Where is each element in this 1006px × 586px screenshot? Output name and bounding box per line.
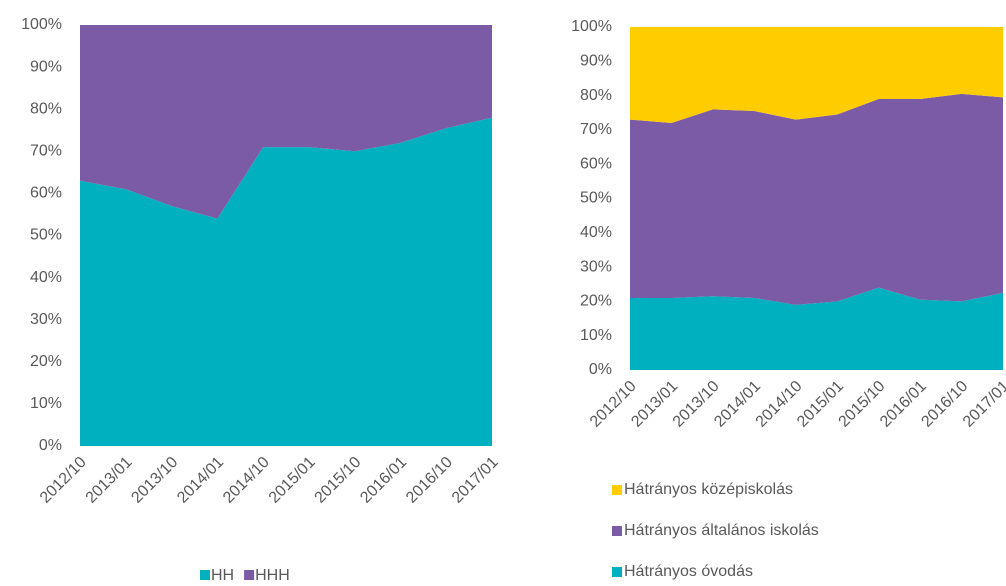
x-tick-label: 2017/01	[449, 454, 502, 507]
legend-label: HH	[211, 567, 234, 584]
x-tick-label: 2012/10	[37, 454, 90, 507]
x-tick-label: 2014/10	[220, 454, 273, 507]
y-tick-label: 50%	[580, 190, 612, 207]
legend-swatch	[244, 570, 255, 580]
y-tick-label: 60%	[580, 155, 612, 172]
legend-label: HHH	[255, 567, 290, 584]
legend-swatch	[612, 526, 622, 536]
y-tick-label: 20%	[580, 293, 612, 310]
y-tick-label: 90%	[30, 58, 62, 75]
y-tick-label: 10%	[30, 395, 62, 412]
legend-swatch	[200, 570, 210, 580]
area	[80, 25, 492, 219]
y-tick-label: 70%	[30, 143, 62, 160]
y-tick-label: 10%	[580, 327, 612, 344]
x-tick-label: 2013/01	[83, 454, 136, 507]
y-tick-label: 20%	[30, 353, 62, 370]
area	[630, 27, 1003, 124]
legend-swatch	[612, 485, 622, 495]
x-tick-label: 2014/01	[174, 454, 227, 507]
x-tick-label: 2016/10	[403, 454, 456, 507]
legend-label: Hátrányos óvodás	[624, 563, 753, 580]
y-tick-label: 40%	[30, 269, 62, 286]
x-tick-label: 2013/10	[128, 454, 181, 507]
legend-swatch	[612, 567, 622, 577]
x-tick-label: 2015/10	[312, 454, 365, 507]
y-tick-label: 100%	[21, 16, 62, 33]
y-tick-label: 30%	[580, 258, 612, 275]
y-tick-label: 60%	[30, 185, 62, 202]
y-tick-label: 80%	[30, 100, 62, 117]
area	[630, 93, 1003, 305]
y-tick-label: 70%	[580, 121, 612, 138]
y-tick-label: 0%	[589, 361, 612, 378]
y-tick-label: 40%	[580, 224, 612, 241]
legend-label: Hátrányos általános iskolás	[624, 522, 819, 539]
x-tick-label: 2016/01	[357, 454, 410, 507]
y-tick-label: 100%	[571, 18, 612, 35]
y-tick-label: 50%	[30, 227, 62, 244]
legend-label: Hátrányos középiskolás	[624, 481, 793, 498]
y-tick-label: 0%	[39, 437, 62, 454]
x-tick-label: 2015/01	[266, 454, 319, 507]
area	[80, 117, 492, 447]
y-tick-label: 30%	[30, 311, 62, 328]
y-tick-label: 90%	[580, 53, 612, 70]
area	[630, 287, 1003, 370]
y-tick-label: 80%	[580, 87, 612, 104]
